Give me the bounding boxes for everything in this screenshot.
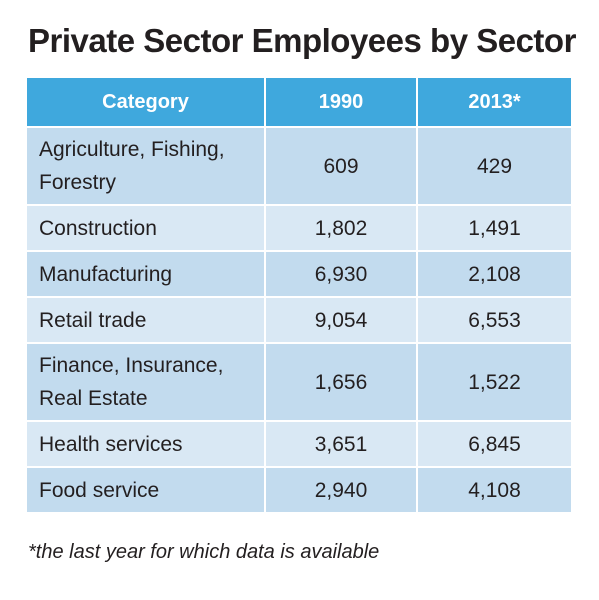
column-header-category: Category bbox=[27, 78, 266, 127]
row-category-label: Retail trade bbox=[39, 308, 147, 332]
value-1990-cell: 9,054 bbox=[265, 296, 418, 343]
table-row: Agriculture, Fishing, Forestry 609 429 bbox=[27, 126, 571, 205]
row-category-label: Forestry bbox=[39, 171, 117, 194]
value-2013-cell: 6,553 bbox=[417, 296, 571, 343]
row-category-label: Food service bbox=[39, 478, 160, 502]
value-1990-cell: 3,651 bbox=[265, 420, 418, 467]
row-category-cell: Manufacturing bbox=[27, 250, 266, 297]
table-row: Manufacturing 6,930 2,108 bbox=[27, 250, 571, 297]
row-category-cell: Finance, Insurance, Real Estate bbox=[27, 342, 266, 421]
value-1990-cell: 1,656 bbox=[265, 342, 418, 421]
data-table: Category 1990 2013* Agriculture, Fishing… bbox=[27, 78, 571, 512]
row-category-label: Manufacturing bbox=[39, 262, 173, 286]
row-category-label: Finance, Insurance, bbox=[39, 354, 224, 377]
table-row: Construction 1,802 1,491 bbox=[27, 204, 571, 251]
value-2013-cell: 6,845 bbox=[417, 420, 571, 467]
chart-title: Private Sector Employees by Sector bbox=[28, 22, 576, 59]
table-body: Agriculture, Fishing, Forestry 609 429 Const… bbox=[27, 126, 571, 512]
value-1990-cell: 6,930 bbox=[265, 250, 418, 297]
table-header-row: Category 1990 2013* bbox=[27, 78, 571, 127]
data-table-container: Category 1990 2013* Agriculture, Fishing… bbox=[27, 78, 571, 512]
value-1990-cell: 609 bbox=[265, 126, 418, 205]
column-header-2013: 2013* bbox=[417, 78, 571, 127]
row-category-cell: Health services bbox=[27, 420, 266, 467]
row-category-label: Health services bbox=[39, 432, 183, 456]
value-1990-cell: 1,802 bbox=[265, 204, 418, 251]
value-2013-cell: 429 bbox=[417, 126, 571, 205]
value-2013-cell: 1,491 bbox=[417, 204, 571, 251]
row-category-cell: Food service bbox=[27, 466, 266, 512]
row-category-label: Agriculture, Fishing, bbox=[39, 138, 225, 161]
value-2013-cell: 2,108 bbox=[417, 250, 571, 297]
row-category-cell: Agriculture, Fishing, Forestry bbox=[27, 126, 266, 205]
value-2013-cell: 1,522 bbox=[417, 342, 571, 421]
row-category-label: Real Estate bbox=[39, 387, 148, 410]
value-1990-cell: 2,940 bbox=[265, 466, 418, 512]
row-category-cell: Construction bbox=[27, 204, 266, 251]
table-row: Health services 3,651 6,845 bbox=[27, 420, 571, 467]
table-row: Finance, Insurance, Real Estate 1,656 1,522 bbox=[27, 342, 571, 421]
row-category-label: Construction bbox=[39, 216, 157, 240]
value-2013-cell: 4,108 bbox=[417, 466, 571, 512]
footnote: *the last year for which data is availab… bbox=[28, 541, 380, 563]
table-row: Food service 2,940 4,108 bbox=[27, 466, 571, 512]
column-header-1990: 1990 bbox=[265, 78, 418, 127]
row-category-cell: Retail trade bbox=[27, 296, 266, 343]
table-row: Retail trade 9,054 6,553 bbox=[27, 296, 571, 343]
